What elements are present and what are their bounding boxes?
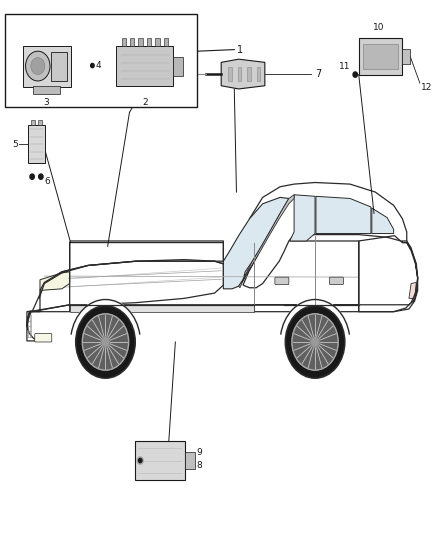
Polygon shape [32, 260, 223, 312]
Circle shape [311, 336, 319, 348]
Polygon shape [27, 305, 70, 341]
Polygon shape [223, 197, 289, 289]
Text: 10: 10 [373, 23, 384, 32]
FancyBboxPatch shape [329, 277, 343, 285]
Polygon shape [221, 59, 265, 89]
Bar [155, 38, 159, 46]
Bar [257, 67, 260, 82]
Bar [38, 120, 42, 125]
Bar [135, 441, 185, 480]
Circle shape [353, 72, 357, 77]
Bar [238, 67, 241, 82]
Text: 6: 6 [44, 177, 50, 187]
Polygon shape [70, 305, 254, 312]
Polygon shape [40, 272, 70, 290]
Text: 11: 11 [339, 62, 351, 71]
Circle shape [101, 336, 110, 348]
Circle shape [284, 298, 346, 375]
Text: 3: 3 [44, 98, 49, 107]
Circle shape [39, 174, 43, 179]
Polygon shape [409, 282, 417, 298]
Text: 1: 1 [237, 45, 244, 54]
Circle shape [82, 314, 129, 370]
Bar [31, 120, 35, 125]
Circle shape [286, 306, 345, 378]
Polygon shape [290, 195, 315, 241]
Circle shape [25, 51, 50, 81]
Bar [117, 46, 173, 86]
Bar [22, 46, 71, 87]
Circle shape [91, 63, 94, 68]
Bar [173, 56, 183, 76]
Bar [147, 38, 151, 46]
Wedge shape [281, 300, 349, 342]
Bar [130, 38, 134, 46]
Circle shape [30, 174, 34, 179]
Circle shape [137, 457, 143, 464]
Polygon shape [239, 195, 294, 288]
Circle shape [138, 458, 142, 463]
Bar [363, 44, 398, 69]
Circle shape [76, 306, 135, 378]
Text: 4: 4 [96, 61, 102, 70]
Text: 7: 7 [315, 69, 321, 79]
Polygon shape [243, 182, 407, 288]
Wedge shape [72, 300, 139, 342]
FancyBboxPatch shape [35, 334, 52, 342]
FancyBboxPatch shape [275, 277, 289, 285]
Bar [33, 86, 60, 94]
Bar [122, 38, 126, 46]
Polygon shape [372, 208, 394, 233]
Polygon shape [70, 235, 359, 312]
Bar [138, 38, 143, 46]
Text: 12: 12 [421, 83, 432, 92]
Circle shape [292, 314, 338, 370]
Circle shape [31, 58, 45, 75]
Text: 9: 9 [196, 448, 202, 457]
Bar [28, 125, 45, 164]
Bar [359, 38, 403, 75]
Bar [247, 67, 251, 82]
Bar [185, 452, 195, 469]
Text: 2: 2 [142, 98, 148, 107]
Bar [228, 67, 232, 82]
Circle shape [74, 298, 137, 375]
Text: 8: 8 [196, 462, 202, 470]
Bar [51, 52, 67, 81]
Polygon shape [359, 241, 418, 312]
Bar [5, 14, 197, 107]
Polygon shape [316, 196, 371, 233]
Bar [163, 38, 168, 46]
Text: 5: 5 [12, 140, 18, 149]
Bar [403, 49, 410, 64]
